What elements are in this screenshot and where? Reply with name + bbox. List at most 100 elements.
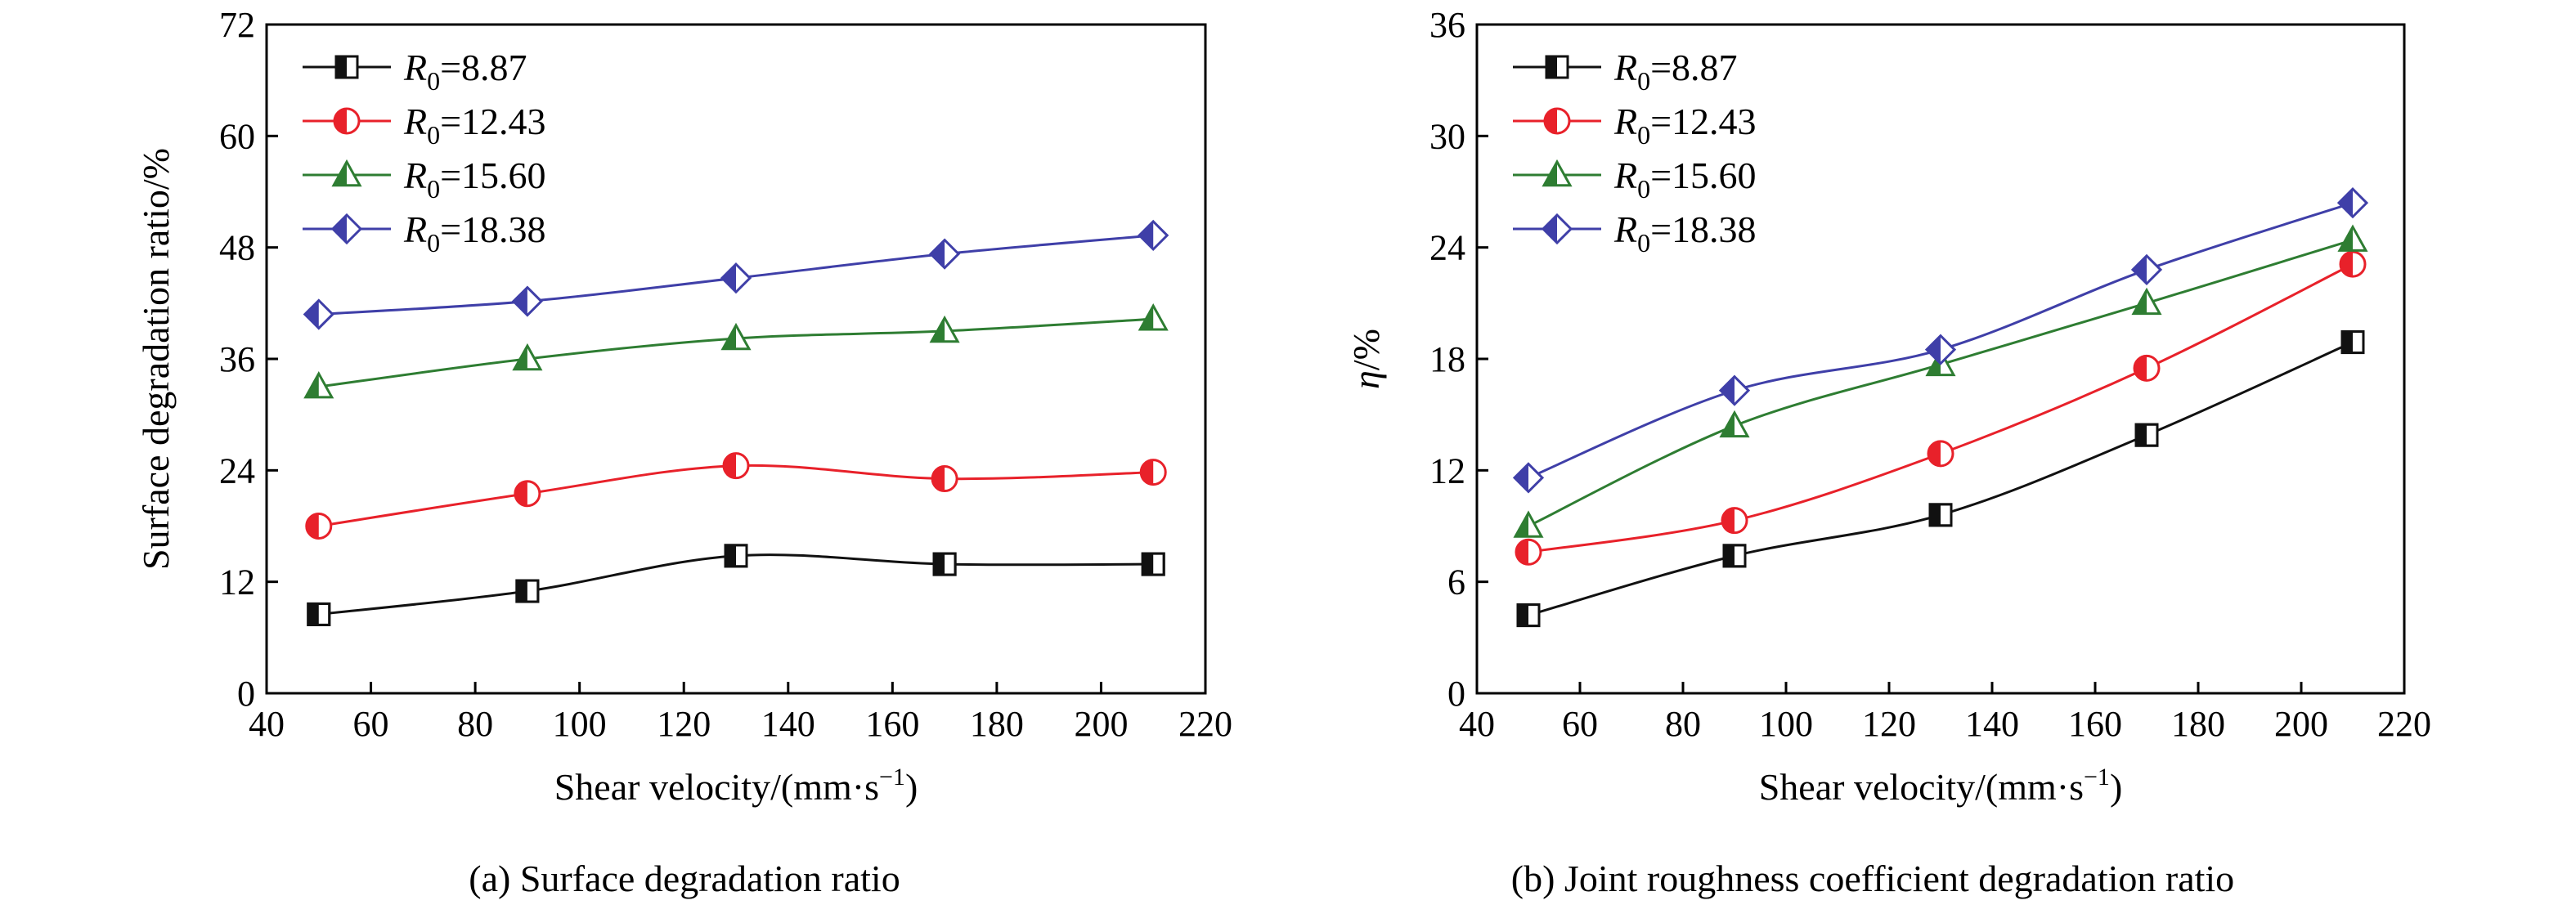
series-0-point-edge: [1722, 544, 1747, 568]
series-1-point-fill: [2340, 252, 2353, 277]
series-3-point-fill: [304, 300, 319, 329]
series-3-point-fill: [931, 240, 945, 268]
series-0-point-fill: [725, 544, 736, 567]
x-tick-label: 140: [761, 704, 815, 744]
legend-value: =15.60: [440, 155, 545, 196]
y-tick-label: 12: [1429, 450, 1465, 491]
y-tick-label: 36: [219, 339, 255, 379]
x-tick-label: 160: [2068, 704, 2122, 744]
legend-marker-edge: [1545, 55, 1569, 79]
x-axis-label-tail: ): [2110, 766, 2122, 808]
series-3-point-fill: [1927, 335, 1941, 364]
series-3-point-fill: [1515, 464, 1528, 492]
x-tick-label: 220: [1178, 704, 1232, 744]
y-tick-label: 36: [1429, 5, 1465, 45]
legend-marker-fill: [1543, 215, 1557, 243]
y-tick-label: 30: [1429, 116, 1465, 156]
series-2-point-fill: [305, 374, 319, 397]
legend-label: R0=8.87: [1613, 47, 1738, 96]
x-tick-label: 100: [553, 704, 607, 744]
x-tick-label: 60: [1562, 704, 1598, 744]
legend-marker-fill: [1544, 162, 1557, 186]
y-tick-label: 12: [219, 562, 255, 603]
legend-symbol: R: [403, 155, 427, 196]
series-line-0: [1528, 341, 2354, 617]
y-tick-label: 48: [219, 228, 255, 268]
legend-subscript: 0: [427, 228, 440, 258]
series-1-point-fill: [1722, 508, 1735, 533]
series-3-point-fill: [2339, 189, 2353, 217]
x-axis-label: Shear velocity/(mm·s−1): [1759, 764, 2123, 808]
series-0-point-fill: [516, 580, 527, 603]
legend-label: R0=18.38: [403, 208, 546, 258]
y-tick-label: 72: [219, 5, 255, 45]
x-axis-label-main: Shear velocity/(mm·s: [554, 766, 879, 808]
x-tick-label: 120: [1862, 704, 1916, 744]
x-axis-label: Shear velocity/(mm·s−1): [554, 764, 918, 808]
legend-symbol: R: [1613, 208, 1637, 250]
legend-subscript: 0: [427, 120, 440, 150]
series-3-point-fill: [1139, 221, 1154, 249]
series-0-point-edge: [1928, 503, 1953, 527]
x-tick-label: 220: [2377, 704, 2431, 744]
series-3-point-fill: [513, 287, 527, 316]
legend-subscript: 0: [1637, 174, 1650, 204]
legend-marker-fill: [1545, 109, 1557, 133]
y-axis-label: η/%: [1345, 329, 1387, 389]
legend-value: =8.87: [440, 47, 527, 88]
legend-value: =12.43: [1650, 101, 1756, 142]
x-axis-label-tail: ): [905, 766, 918, 808]
legend-symbol: R: [403, 101, 427, 142]
legend-subscript: 0: [427, 66, 440, 96]
series-0-point-fill: [1518, 604, 1528, 626]
x-axis-label-sup: −1: [879, 764, 905, 791]
x-tick-label: 140: [1965, 704, 2019, 744]
series-1-point-fill: [1141, 459, 1154, 485]
y-tick-label: 0: [237, 674, 255, 714]
x-tick-label: 40: [1459, 704, 1495, 744]
legend-subscript: 0: [1637, 228, 1650, 258]
series-0-point-fill: [2342, 331, 2353, 353]
legend-subscript: 0: [1637, 120, 1650, 150]
x-tick-label: 80: [1665, 704, 1701, 744]
legend-value: =12.43: [440, 101, 545, 142]
y-tick-label: 0: [1447, 674, 1465, 714]
x-tick-label: 200: [2274, 704, 2328, 744]
series-3-point-fill: [1721, 376, 1735, 405]
series-2-point-fill: [1928, 351, 1941, 375]
legend-marker-edge: [334, 55, 359, 79]
legend-symbol: R: [403, 208, 427, 250]
legend-value: =15.60: [1650, 155, 1756, 196]
legend-symbol: R: [403, 47, 427, 88]
series-0-point-edge: [932, 552, 957, 576]
series-0-point-edge: [307, 602, 331, 626]
legend-symbol: R: [1613, 47, 1637, 88]
series-2-point-fill: [1721, 412, 1735, 437]
panel-b: 40 60 80 100 120 140 160 180 200 220 0 6 12 18 24 30 36 S…: [1345, 5, 2431, 899]
series-1-point-fill: [932, 466, 945, 491]
legend-label: R0=12.43: [1613, 101, 1757, 150]
series-0-point-edge: [2340, 330, 2365, 355]
panel-caption: (a) Surface degradation ratio: [469, 858, 900, 899]
legend-marker-fill: [334, 162, 347, 186]
series-line-2: [1528, 239, 2354, 527]
series-2-point-fill: [931, 317, 945, 342]
series-0-point-edge: [2134, 423, 2159, 447]
series-0-point-fill: [934, 553, 945, 576]
series-2-point-fill: [723, 325, 736, 349]
x-tick-label: 60: [353, 704, 389, 744]
x-axis-label-main: Shear velocity/(mm·s: [1759, 766, 2084, 808]
x-tick-label: 40: [249, 704, 285, 744]
y-axis-label-symbol: η: [1345, 370, 1387, 389]
legend-symbol: R: [1613, 155, 1637, 196]
series-0-point-fill: [1142, 553, 1154, 576]
legend-subscript: 0: [1637, 66, 1650, 96]
x-tick-label: 160: [865, 704, 919, 744]
legend-label: R0=8.87: [403, 47, 527, 96]
legend-value: =8.87: [1650, 47, 1737, 88]
series-2-point-fill: [2340, 226, 2353, 251]
series-2-point-fill: [1515, 513, 1528, 537]
series-0-point-edge: [724, 544, 748, 568]
series-1-point-fill: [1516, 540, 1528, 565]
